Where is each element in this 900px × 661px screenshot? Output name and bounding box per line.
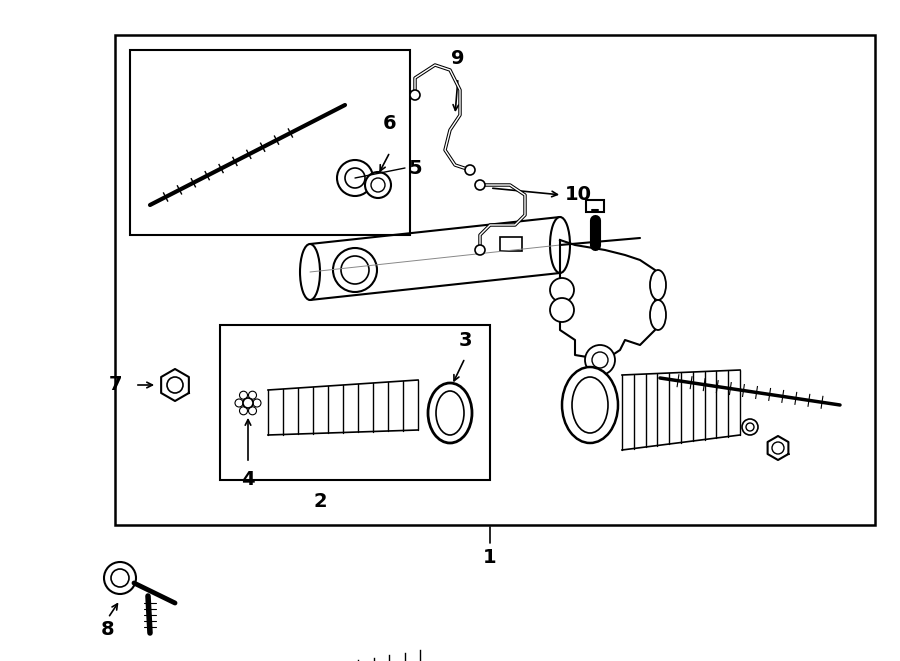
- Circle shape: [746, 423, 754, 431]
- Text: 9: 9: [451, 48, 464, 67]
- Circle shape: [772, 442, 784, 454]
- Circle shape: [475, 180, 485, 190]
- Circle shape: [365, 172, 391, 198]
- Circle shape: [475, 245, 485, 255]
- Text: 4: 4: [241, 470, 255, 489]
- Circle shape: [239, 407, 248, 415]
- Ellipse shape: [550, 217, 570, 273]
- Ellipse shape: [428, 383, 472, 443]
- Circle shape: [371, 178, 385, 192]
- Circle shape: [742, 419, 758, 435]
- Circle shape: [550, 298, 574, 322]
- Text: 7: 7: [109, 375, 122, 395]
- Text: 10: 10: [565, 186, 592, 204]
- Ellipse shape: [300, 244, 320, 300]
- Bar: [115, 35, 875, 525]
- Circle shape: [592, 352, 608, 368]
- Ellipse shape: [650, 270, 666, 300]
- Circle shape: [333, 248, 377, 292]
- Circle shape: [239, 391, 248, 399]
- Circle shape: [253, 399, 261, 407]
- Circle shape: [465, 165, 475, 175]
- Circle shape: [104, 562, 136, 594]
- Circle shape: [248, 407, 256, 415]
- Circle shape: [167, 377, 183, 393]
- Circle shape: [243, 398, 253, 408]
- Bar: [130, 50, 410, 235]
- Bar: [586, 200, 604, 212]
- Text: 6: 6: [383, 114, 397, 133]
- Text: 3: 3: [458, 330, 472, 350]
- Ellipse shape: [572, 377, 608, 433]
- Circle shape: [248, 391, 256, 399]
- Ellipse shape: [650, 300, 666, 330]
- Circle shape: [410, 90, 420, 100]
- Text: 2: 2: [313, 492, 327, 511]
- Circle shape: [345, 168, 365, 188]
- Ellipse shape: [436, 391, 464, 435]
- Circle shape: [341, 256, 369, 284]
- Circle shape: [550, 278, 574, 302]
- Text: 5: 5: [408, 159, 421, 178]
- Circle shape: [111, 569, 129, 587]
- Text: 1: 1: [483, 548, 497, 567]
- Text: 8: 8: [101, 620, 115, 639]
- Circle shape: [337, 160, 373, 196]
- Circle shape: [235, 399, 243, 407]
- Bar: [220, 325, 490, 480]
- Bar: [500, 237, 522, 251]
- Circle shape: [585, 345, 615, 375]
- Ellipse shape: [562, 367, 618, 443]
